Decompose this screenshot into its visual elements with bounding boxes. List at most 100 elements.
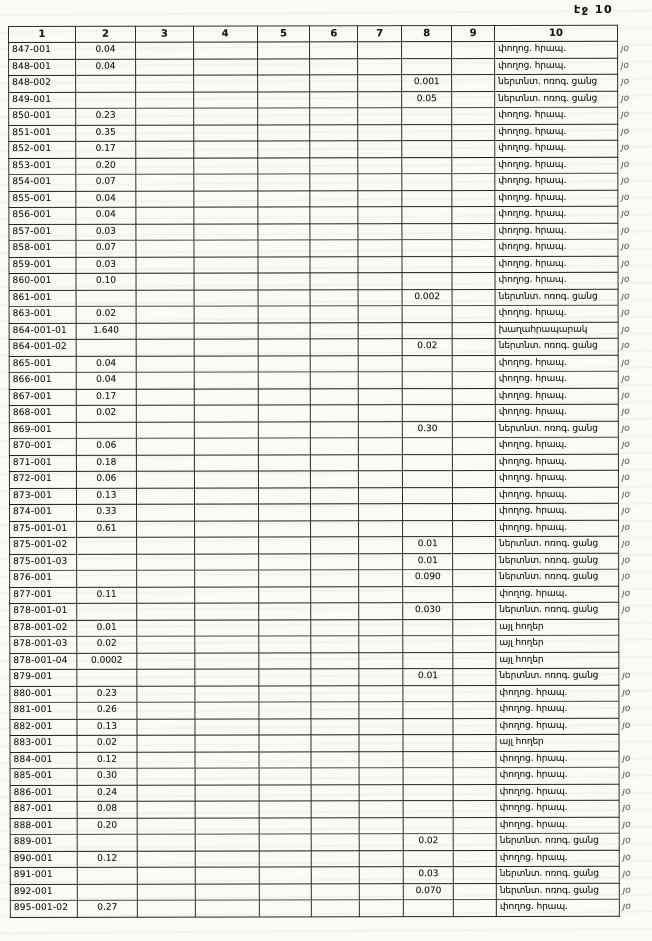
cell-col5 [257, 289, 311, 306]
cell-col4 [193, 371, 258, 389]
table-row: 848-002 0.001 ներտնտ. ոռոգ. ցանց յօ [8, 74, 652, 92]
page-number-label: էջ 10 [574, 3, 614, 16]
cell-col1: 895-001-02 [10, 900, 78, 917]
handwritten-margin-mark: յօ [622, 901, 631, 912]
cell-col9 [453, 833, 497, 851]
cell-col2: 0.04 [76, 355, 137, 373]
cell-col6 [311, 602, 360, 620]
table-row: 890-001 0.12 փողոց. հրապ. յօ [10, 849, 652, 868]
cell-col7 [359, 800, 404, 818]
cell-col8 [402, 487, 453, 504]
cell-col3 [136, 685, 195, 703]
cell-col4 [194, 602, 259, 620]
cell-col5 [258, 899, 312, 917]
table-row: 873-001 0.13 փողոց. հրապ. յօ [9, 486, 652, 505]
cell-col5 [258, 536, 312, 554]
cell-col1: 849-001 [8, 91, 76, 109]
cell-col7 [359, 784, 404, 801]
cell-col9 [452, 206, 495, 224]
cell-col2: 0.20 [75, 157, 136, 175]
cell-col9 [453, 899, 497, 917]
cell-col10: այլ հողեր [496, 734, 619, 751]
cell-col9 [452, 668, 496, 686]
cell-col4 [194, 734, 259, 752]
handwritten-margin-mark: յօ [622, 868, 631, 879]
cell-col5 [257, 272, 311, 290]
cell-col10: փողոց. հրապ. [495, 437, 619, 454]
cell-col2: 0.06 [76, 471, 137, 488]
handwritten-margin-mark: յօ [621, 175, 630, 186]
cell-col3 [136, 504, 195, 521]
cell-col3 [135, 223, 194, 241]
cell-col2 [76, 289, 136, 307]
cell-col9 [453, 750, 497, 768]
cell-col9 [453, 816, 497, 834]
cell-col6 [310, 289, 359, 306]
cell-col7 [359, 668, 404, 686]
cell-col10: փողոց. հրապ. [494, 140, 618, 157]
handwritten-margin-mark: յօ [622, 769, 631, 780]
table-row: 889-001 0.02 ներտնտ. ոռոգ. ցանց յօ [10, 833, 652, 851]
cell-col3 [136, 619, 195, 637]
cell-col6 [311, 553, 359, 570]
table-header-row: 1 2 3 4 5 6 7 8 9 10 [8, 25, 652, 43]
cell-col10: ներտնտ. ոռոգ. ցանց [495, 552, 619, 570]
cell-col8 [402, 305, 453, 323]
cell-col10: ներտնտ. ոռոգ. ցանց [494, 74, 618, 91]
handwritten-margin-mark: յօ [621, 390, 630, 401]
cell-col1: 880-001 [9, 685, 77, 703]
cell-col3 [136, 537, 195, 554]
table-row: 875-001-01 0.61 փողոց. հրապ. յօ [9, 519, 652, 538]
cell-col1: 887-001 [10, 801, 78, 818]
cell-col9 [451, 173, 495, 191]
cell-col8 [403, 734, 454, 752]
cell-col1: 890-001 [10, 850, 78, 868]
cell-col4 [194, 817, 259, 835]
cell-col1: 852-001 [8, 141, 76, 158]
cell-col5 [257, 256, 311, 273]
cell-col5 [257, 388, 311, 405]
cell-col3 [136, 339, 194, 356]
cell-col1: 878-001-03 [9, 636, 77, 653]
cell-col3 [136, 603, 195, 620]
cell-col8 [402, 586, 453, 603]
cell-col3 [137, 850, 195, 868]
table-row: 878-001-03 0.02 այլ հողեր [9, 635, 652, 653]
cell-col5 [257, 371, 311, 389]
column-header-4: 4 [193, 25, 258, 43]
cell-col2: 0.02 [76, 306, 137, 323]
cell-col2 [75, 91, 136, 109]
cell-col8 [401, 140, 452, 158]
cell-col2: 0.61 [76, 520, 137, 538]
cell-col7 [359, 635, 403, 653]
cell-col4 [194, 454, 258, 472]
cell-col7 [358, 272, 403, 290]
cell-col8 [402, 470, 453, 488]
cell-col9 [451, 74, 495, 92]
cell-col2: 0.04 [76, 372, 137, 389]
column-header-7: 7 [357, 25, 402, 42]
handwritten-margin-mark: յօ [621, 324, 630, 335]
cell-col9 [452, 470, 496, 488]
cell-col2: 0.23 [76, 685, 137, 703]
cell-col9 [453, 684, 496, 702]
cell-col6 [310, 239, 359, 257]
cell-col6 [310, 157, 359, 174]
cell-col4 [194, 586, 259, 604]
cell-col2: 0.11 [76, 586, 137, 604]
handwritten-margin-mark: յօ [622, 703, 631, 714]
cell-col9 [453, 734, 497, 752]
cell-col8: 0.01 [402, 553, 453, 570]
cell-col4 [194, 437, 258, 455]
cell-col6 [311, 652, 360, 669]
cell-col10: փողոց. հրապ. [494, 222, 618, 240]
cell-col10: ներտնտ. ոռոգ. ցանց [495, 536, 619, 553]
cell-col5 [257, 421, 311, 438]
cell-col9 [452, 536, 496, 554]
cell-col3 [136, 471, 195, 488]
cell-col5 [257, 355, 311, 372]
cell-col5 [258, 718, 312, 735]
handwritten-margin-mark: յօ [622, 819, 631, 830]
cell-col8 [402, 272, 453, 290]
cell-col6 [311, 586, 360, 603]
